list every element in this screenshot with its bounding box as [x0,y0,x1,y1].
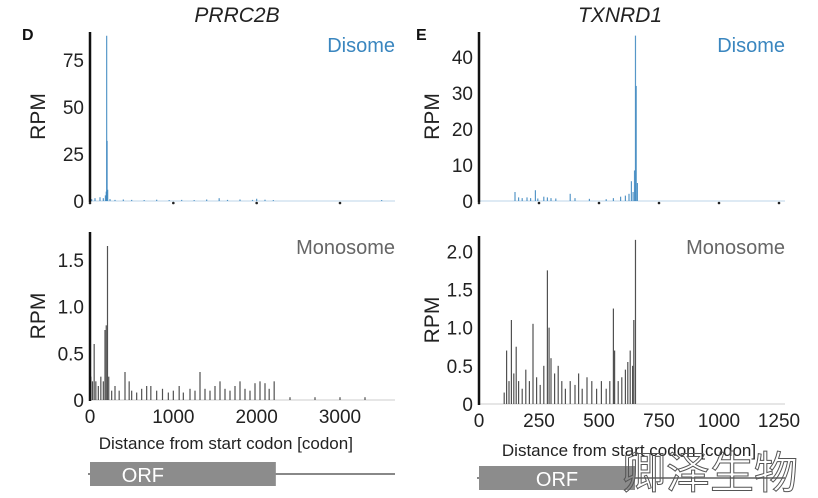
x-axis-label: Distance from start codon [codon] [502,441,756,460]
y-axis-label: RPM [27,293,50,340]
panel-label: E [416,27,427,44]
orf-box [90,462,276,486]
y-tick-label: 0 [462,395,473,416]
x-tick-mark [717,201,721,205]
x-tick-mark [88,201,92,205]
y-tick-label: 1.5 [58,251,84,272]
x-tick-mark [172,201,175,205]
series-label: Disome [327,35,395,57]
x-tick-mark [537,201,541,205]
x-tick-label: 1000 [152,407,194,428]
x-tick-mark [597,201,601,205]
y-tick-label: 0.5 [58,344,84,365]
x-tick-mark [338,201,342,205]
x-tick-label: 0 [474,411,485,432]
orf-label: ORF [122,465,164,487]
y-tick-label: 1.5 [447,280,473,301]
x-tick-mark [657,201,661,205]
x-tick-label: 250 [523,411,555,432]
x-tick-mark [477,201,481,205]
subplot-monosome: 0 0.5 1.0 1.5 RPM Monosome [27,232,395,412]
x-tick-label: 1250 [758,411,800,432]
y-tick-label: 0 [462,192,473,213]
y-tick-label: 0.5 [447,357,473,378]
panel-D: D PRRC2B 0 25 50 75 RPM Disome 0 0.5 1.0 1.5 RPM Mono… [22,4,395,487]
y-tick-label: 40 [452,48,473,69]
y-tick-label: 0 [73,192,84,213]
y-tick-label: 20 [452,120,473,141]
y-axis-label: RPM [421,93,444,140]
x-tick-label: 500 [583,411,615,432]
orf-box [479,466,635,490]
x-tick-label: 2000 [236,407,278,428]
y-tick-label: 1.0 [447,319,473,340]
x-tick-label: 3000 [319,407,361,428]
subplot-disome: 0 25 50 75 RPM Disome [27,32,395,213]
x-tick-mark [777,201,781,205]
y-axis-label: RPM [421,297,444,344]
orf-label: ORF [536,469,578,491]
x-tick-label: 1000 [698,411,740,432]
y-tick-label: 50 [63,98,84,119]
gene-title: TXNRD1 [578,4,662,27]
y-tick-label: 0 [73,391,84,412]
watermark: 卿泽生物 [622,448,798,498]
y-tick-label: 10 [452,156,473,177]
series-label: Monosome [686,237,785,259]
series-label: Disome [717,35,785,57]
x-tick-label: 0 [85,407,96,428]
y-axis-label: RPM [27,93,50,140]
panel-label: D [22,27,34,44]
subplot-disome: 0 10 20 30 40 RPM Disome [421,32,785,213]
y-tick-label: 2.0 [447,242,473,263]
gene-title: PRRC2B [194,4,279,27]
y-tick-label: 75 [63,51,84,72]
subplot-monosome: 0 0.5 1.0 1.5 2.0 RPM Monosome [421,236,785,416]
y-tick-label: 30 [452,84,473,105]
y-tick-label: 1.0 [58,298,84,319]
x-tick-mark [255,201,258,205]
x-axis-label: Distance from start codon [codon] [99,434,353,453]
panel-E: E TXNRD1 0 10 20 30 40 RPM Disome 0 0.5 1.0 1.5 2.0 RP… [416,4,800,491]
x-tick-label: 750 [643,411,675,432]
y-tick-label: 25 [63,145,84,166]
series-label: Monosome [296,237,395,259]
